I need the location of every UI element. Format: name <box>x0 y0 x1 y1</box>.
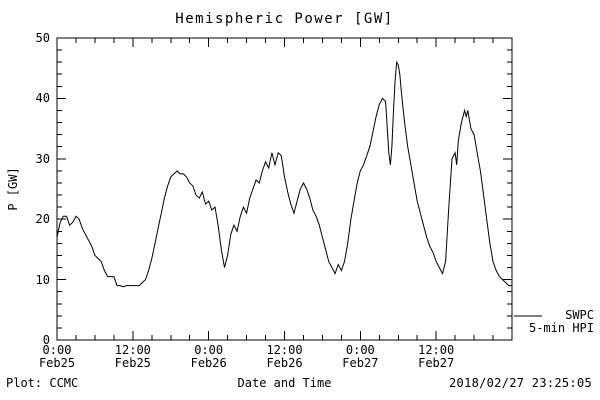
hpi-line-series <box>56 60 512 288</box>
x-tick-label: 0:00 Feb25 <box>19 344 95 370</box>
x-tick-label: 12:00 Feb25 <box>95 344 171 370</box>
plot-timestamp: 2018/02/27 23:25:05 <box>449 376 592 390</box>
legend-series-label: 5-min HPI <box>528 321 594 335</box>
plot-credit: Plot: CCMC <box>6 376 79 390</box>
x-tick-date: Feb27 <box>418 356 455 370</box>
plot-frame <box>56 37 513 341</box>
y-tick-label: 10 <box>35 272 50 287</box>
x-tick-label: 12:00 Feb27 <box>398 344 474 370</box>
x-tick-time: 0:00 <box>345 343 375 357</box>
x-axis-title: Date and Time <box>237 376 332 390</box>
x-tick-time: 12:00 <box>418 343 455 357</box>
x-tick-time: 12:00 <box>266 343 303 357</box>
y-tick-label: 30 <box>35 151 50 166</box>
x-tick-date: Feb26 <box>190 356 227 370</box>
x-tick-date: Feb25 <box>114 356 151 370</box>
legend-source-label: SWPC <box>565 308 594 322</box>
x-tick-date: Feb25 <box>38 356 76 370</box>
y-tick-label: 0 <box>42 333 50 347</box>
x-tick-label: 0:00 Feb27 <box>322 344 398 370</box>
x-tick-date: Feb27 <box>342 356 379 370</box>
legend: SWPC 5-min HPI <box>504 309 594 335</box>
y-tick-label: 40 <box>35 91 50 106</box>
x-tick-label: 12:00 Feb26 <box>247 344 323 370</box>
x-tick-time: 12:00 <box>114 343 151 357</box>
x-tick-time: 0:00 <box>42 343 72 357</box>
chart-title: Hemispheric Power [GW] <box>175 11 394 27</box>
y-axis-title: P [GW] <box>6 167 20 211</box>
x-tick-time: 0:00 <box>194 343 224 357</box>
x-tick-label: 0:00 Feb26 <box>171 344 247 370</box>
x-tick-date: Feb26 <box>266 356 303 370</box>
y-tick-label: 50 <box>35 31 50 45</box>
y-tick-label: 20 <box>35 212 50 227</box>
